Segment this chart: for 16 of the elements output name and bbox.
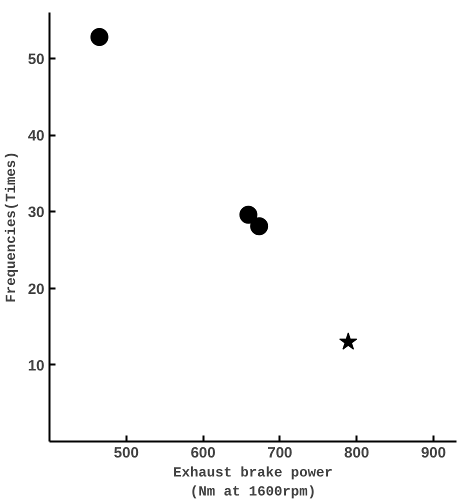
point: [250, 217, 268, 236]
x-axis-title: Exhaust brake power (Nm at 1600rpm): [173, 466, 333, 501]
x-tick-label: 500: [114, 444, 139, 462]
y-tick-label: 40: [28, 128, 45, 145]
y-tick-label: 30: [28, 204, 45, 222]
y-axis-title: Frequencies(Times): [4, 151, 20, 303]
y-tick-label: 20: [28, 280, 45, 298]
x-tick-label: 800: [344, 444, 370, 462]
x-tick-label: 900: [420, 444, 446, 462]
x-tick-label: 700: [267, 444, 292, 462]
point: [90, 28, 108, 46]
point: [239, 206, 258, 224]
point: [339, 332, 358, 350]
x-tick-label: 600: [190, 444, 216, 462]
y-tick-label: 50: [28, 50, 45, 68]
y-tick-label: 10: [28, 357, 45, 374]
